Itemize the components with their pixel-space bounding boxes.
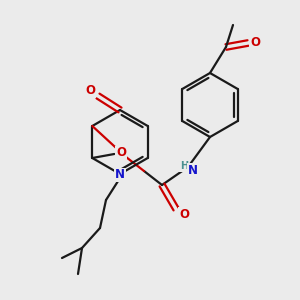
Text: O: O	[179, 208, 189, 220]
Text: N: N	[188, 164, 198, 176]
Text: O: O	[85, 85, 95, 98]
Text: O: O	[250, 35, 260, 49]
Text: O: O	[116, 146, 126, 160]
Text: N: N	[115, 169, 125, 182]
Text: H: H	[180, 161, 188, 171]
